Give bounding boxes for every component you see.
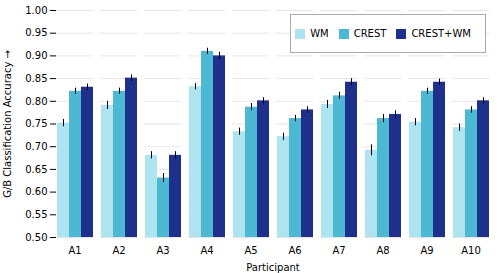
html-text:CREST: CREST bbox=[353, 28, 387, 39]
svg-text:0.65: 0.65 bbox=[25, 164, 47, 175]
svg-text:A10: A10 bbox=[461, 245, 481, 256]
svg-text:1.00: 1.00 bbox=[25, 5, 47, 16]
svg-text:A4: A4 bbox=[200, 245, 213, 256]
html-text:CREST+WM: CREST+WM bbox=[411, 28, 471, 39]
svg-text:A6: A6 bbox=[288, 245, 301, 256]
svg-text:Participant: Participant bbox=[246, 262, 300, 273]
svg-text:A2: A2 bbox=[112, 245, 125, 256]
svg-text:0.75: 0.75 bbox=[25, 118, 47, 129]
svg-text:0.90: 0.90 bbox=[25, 50, 47, 61]
svg-text:0.70: 0.70 bbox=[25, 141, 47, 152]
svg-text:0.80: 0.80 bbox=[25, 96, 47, 107]
svg-text:A8: A8 bbox=[376, 245, 389, 256]
svg-text:A3: A3 bbox=[156, 245, 169, 256]
svg-text:G/B Classification Accuracy →: G/B Classification Accuracy → bbox=[2, 50, 13, 198]
html-text:WM: WM bbox=[310, 28, 329, 39]
svg-text:0.60: 0.60 bbox=[25, 186, 47, 197]
svg-text:A9: A9 bbox=[420, 245, 433, 256]
svg-text:0.95: 0.95 bbox=[25, 27, 47, 38]
svg-text:A7: A7 bbox=[332, 245, 345, 256]
svg-text:0.55: 0.55 bbox=[25, 209, 47, 220]
svg-text:A1: A1 bbox=[68, 245, 81, 256]
svg-text:0.50: 0.50 bbox=[25, 232, 47, 243]
svg-text:0.85: 0.85 bbox=[25, 73, 47, 84]
svg-text:A5: A5 bbox=[244, 245, 257, 256]
